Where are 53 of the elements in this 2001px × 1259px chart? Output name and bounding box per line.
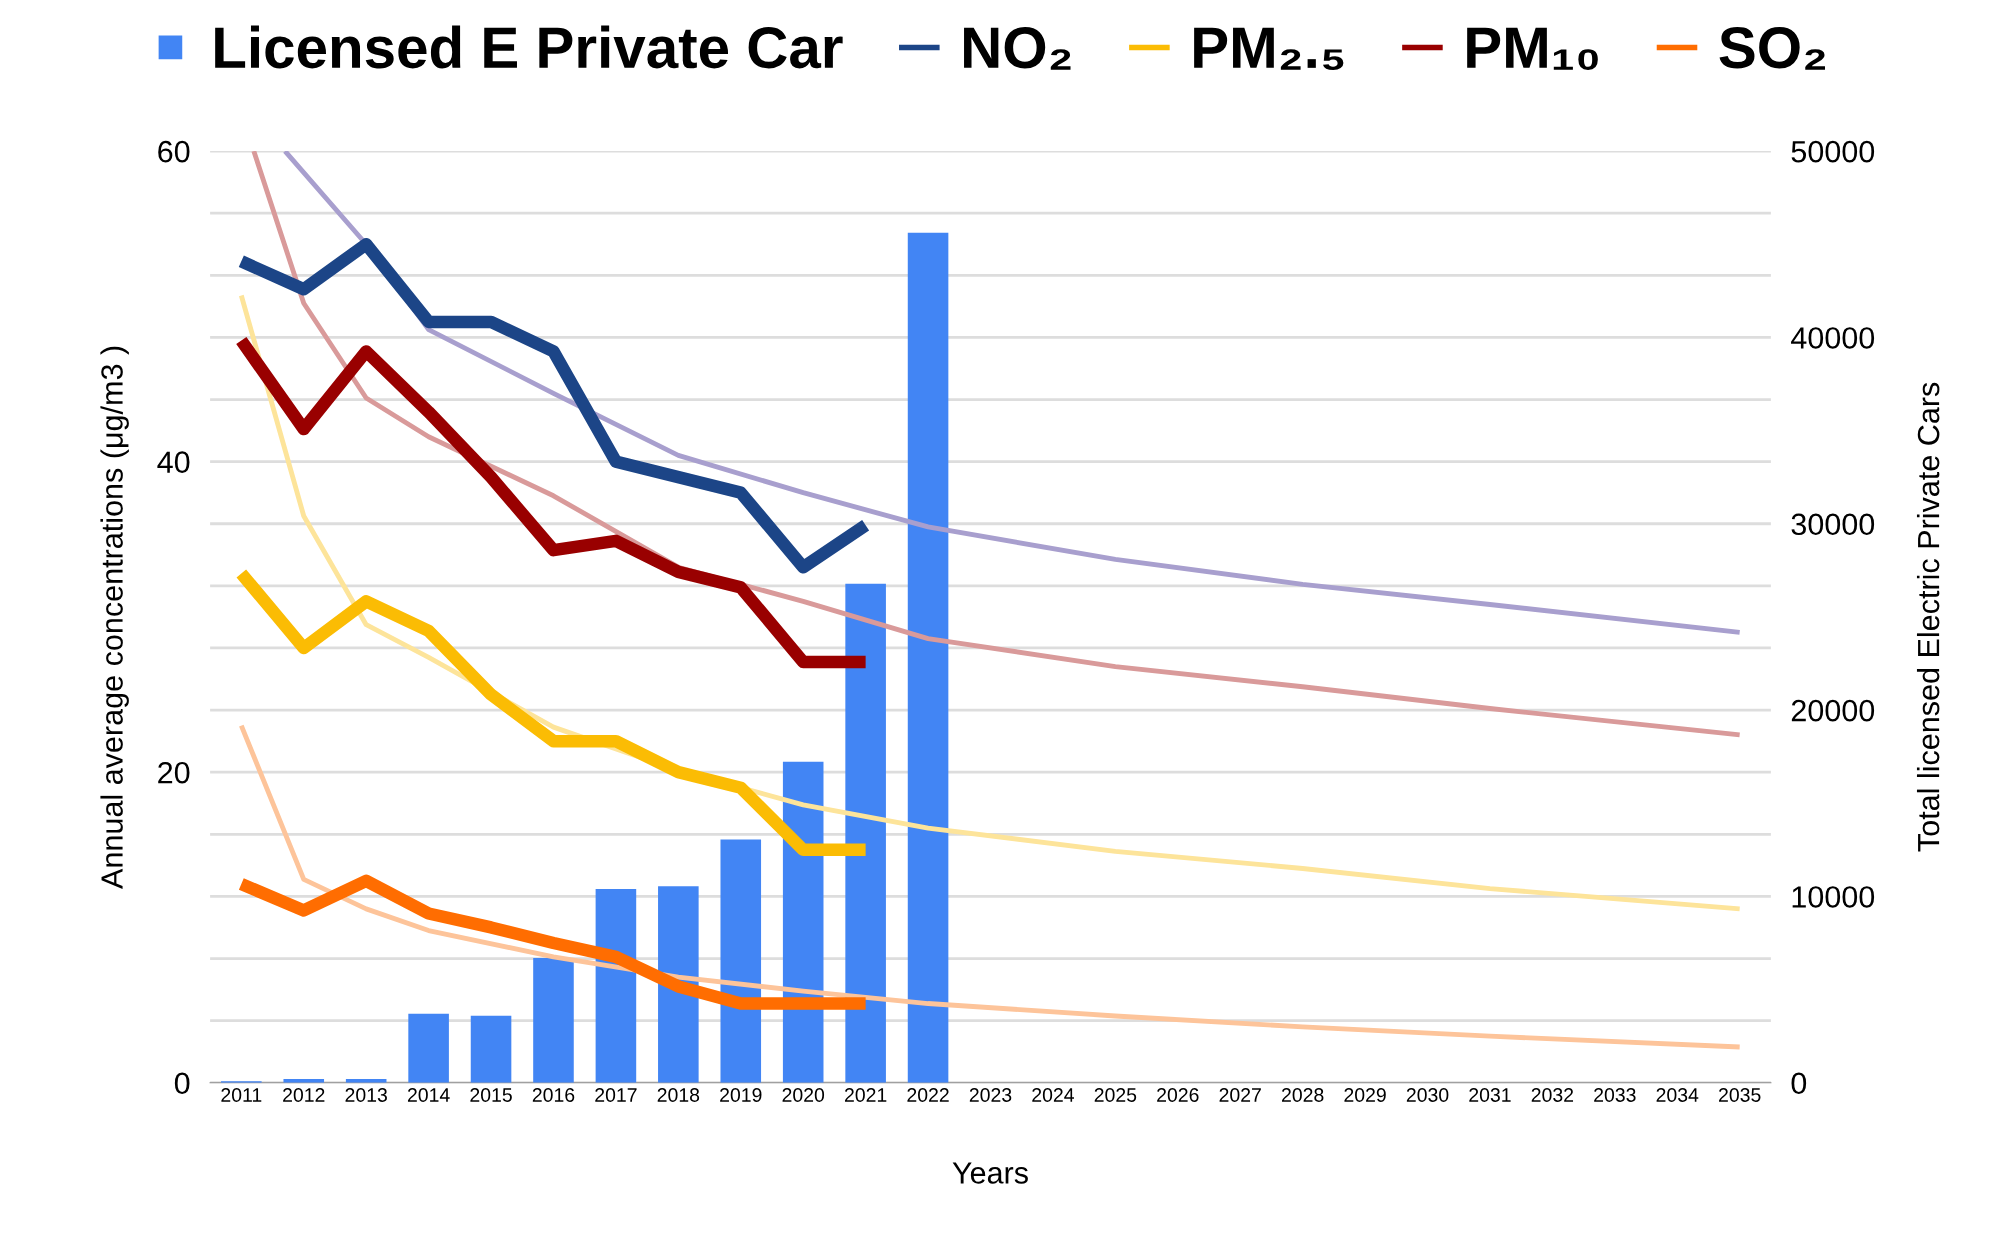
legend-label: PM₁₀ — [1467, 27, 1598, 70]
bar — [408, 1013, 449, 1083]
line-series — [238, 723, 1743, 1050]
legend-label: SO₂ — [1719, 27, 1825, 70]
x-tick-label: 2031 — [1469, 1088, 1511, 1102]
x-tick-label: 2023 — [969, 1088, 1012, 1102]
x-tick-label: 2028 — [1282, 1088, 1324, 1102]
x-tick-label: 2016 — [532, 1088, 575, 1102]
y-tick-label: 60 — [158, 140, 190, 163]
bar — [720, 839, 762, 1083]
x-tick-label: 2035 — [1719, 1088, 1761, 1102]
x-tick-label: 2026 — [1157, 1088, 1199, 1102]
y2-tick-label: 30000 — [1791, 513, 1875, 536]
bar — [533, 957, 574, 1083]
x-tick-label: 2025 — [1094, 1088, 1137, 1102]
x-tick-label: 2019 — [720, 1088, 762, 1102]
bar — [907, 232, 949, 1083]
x-tick-label: 2032 — [1531, 1088, 1574, 1102]
legend-label: PM₂.₅ — [1194, 27, 1344, 70]
y2-tick-label: 10000 — [1792, 886, 1875, 908]
y-tick-label: 40 — [157, 451, 190, 474]
x-axis-title: Years — [952, 1162, 1028, 1184]
x-tick-label: 2020 — [782, 1088, 825, 1102]
x-tick-label: 2018 — [657, 1088, 700, 1102]
y2-tick-label: 0 — [1791, 1072, 1807, 1095]
legend-label: Licensed E Private Car — [215, 25, 843, 69]
x-tick-label: 2027 — [1219, 1088, 1261, 1102]
y-tick-label: 0 — [174, 1072, 190, 1095]
x-tick-label: 2015 — [470, 1088, 512, 1102]
bar — [595, 888, 637, 1083]
x-tick-label: 2014 — [407, 1088, 450, 1102]
y2-axis-title: Total licensed Electric Private Cars — [1916, 382, 1940, 852]
y2-tick-label: 20000 — [1791, 699, 1875, 722]
x-tick-label: 2029 — [1344, 1088, 1386, 1102]
bar — [658, 886, 699, 1083]
x-tick-label: 2021 — [844, 1088, 887, 1102]
x-tick-label: 2017 — [595, 1088, 637, 1102]
x-tick-label: 2033 — [1594, 1088, 1636, 1102]
x-tick-label: 2034 — [1656, 1088, 1699, 1102]
x-tick-label: 2013 — [345, 1088, 387, 1102]
line-series — [282, 151, 1743, 635]
bar — [845, 583, 886, 1083]
x-tick-label: 2022 — [907, 1088, 949, 1102]
y2-tick-label: 40000 — [1791, 327, 1875, 349]
x-tick-label: 2012 — [283, 1088, 325, 1102]
x-tick-label: 2024 — [1032, 1088, 1074, 1102]
y2-tick-label: 50000 — [1791, 140, 1875, 163]
y-tick-label: 20 — [158, 761, 190, 784]
x-tick-label: 2030 — [1406, 1088, 1449, 1102]
x-tick-label: 2011 — [221, 1088, 262, 1102]
bar — [470, 1015, 512, 1083]
legend-label: NO₂ — [964, 27, 1071, 70]
y-axis-title: Annual average concentrations (μg/m3 ) — [100, 346, 129, 889]
